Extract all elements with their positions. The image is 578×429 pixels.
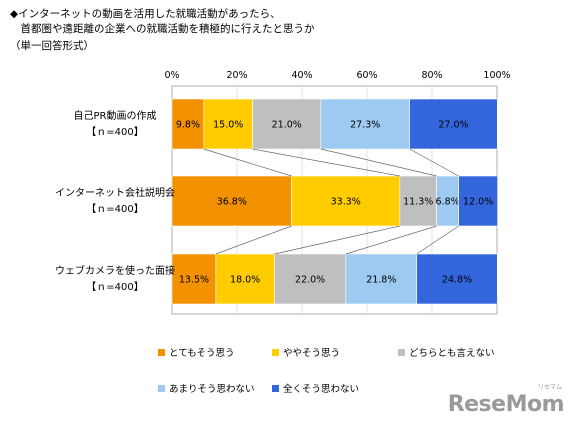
connector-line (409, 148, 459, 177)
connector-line (320, 148, 437, 177)
legend-label: どちらとも言えない (409, 347, 495, 359)
legend-swatch (158, 385, 165, 392)
bar-value-label: 36.8% (217, 197, 247, 208)
bar-segment (320, 98, 410, 150)
bar-segment (171, 175, 292, 227)
legend-swatch (272, 385, 279, 392)
legend-label: とてもそう思う (169, 348, 235, 359)
bar-segment (416, 253, 498, 305)
legend-swatch (398, 349, 405, 356)
legend-label: ややそう思う (283, 348, 340, 359)
bar-segment (409, 98, 498, 150)
bar-value-label: 11.3% (403, 197, 433, 208)
connector-line (215, 225, 292, 255)
bar-value-label: 33.3% (331, 197, 361, 208)
connector-line (416, 225, 459, 255)
connector-line (252, 148, 400, 177)
bar-segment (291, 175, 401, 227)
x-tick-label: 40% (291, 70, 312, 81)
bar-segment (399, 175, 437, 227)
legend-swatch (158, 349, 165, 356)
bar-value-label: 9.8% (176, 120, 200, 131)
category-label: ウェブカメラを使った面接 (55, 264, 175, 277)
category-n-label: 【ｎ=400】 (86, 281, 143, 293)
x-tick-label: 60% (356, 70, 377, 81)
legend-label: 全くそう思わない (283, 383, 359, 395)
bar-segment (274, 253, 347, 305)
watermark-logo: ReseMom (447, 392, 565, 417)
legend-swatch (272, 349, 279, 356)
x-tick-label: 80% (421, 70, 442, 81)
bar-value-label: 15.0% (213, 120, 243, 131)
bar-value-label: 18.0% (230, 275, 260, 286)
chart-title-line-1: ◆インターネットの動画を活用した就職活動があったら、 (10, 8, 281, 20)
connector-line (274, 225, 400, 255)
x-tick-label: 100% (483, 70, 510, 81)
category-n-label: 【ｎ=400】 (86, 203, 143, 215)
chart-title-line-3: （単一回答形式） (10, 40, 94, 52)
chart-title: ◆インターネットの動画を活用した就職活動があったら、 首都圏や遠距離の企業への就… (10, 6, 315, 53)
bar-segment (252, 98, 322, 150)
bar-segment (171, 253, 217, 305)
bar-value-label: 21.8% (366, 275, 396, 286)
category-label: 自己PR動画の作成 (74, 109, 157, 122)
connector-line (345, 225, 437, 255)
category-n-label: 【ｎ=400】 (86, 126, 143, 138)
chart-title-line-2: 首都圏や遠距離の企業への就職活動を積極的に行えたと思うか (10, 23, 315, 35)
watermark-small: リセマム (537, 384, 562, 391)
bar-value-label: 22.0% (295, 275, 325, 286)
bar-value-label: 27.3% (350, 120, 380, 131)
bar-value-label: 6.8% (436, 197, 460, 208)
bar-value-label: 21.0% (272, 120, 302, 131)
legend-label: あまりそう思わない (169, 384, 255, 395)
bar-segment (458, 175, 498, 227)
bar-value-label: 27.0% (438, 120, 468, 131)
bar-value-label: 13.5% (179, 275, 209, 286)
x-tick-label: 0% (164, 70, 179, 81)
bar-segment (345, 253, 418, 305)
x-tick-label: 20% (226, 70, 247, 81)
connector-line (203, 148, 292, 177)
bar-value-label: 12.0% (463, 197, 493, 208)
category-label: インターネット会社説明会 (55, 186, 175, 199)
bar-value-label: 24.8% (442, 275, 472, 286)
